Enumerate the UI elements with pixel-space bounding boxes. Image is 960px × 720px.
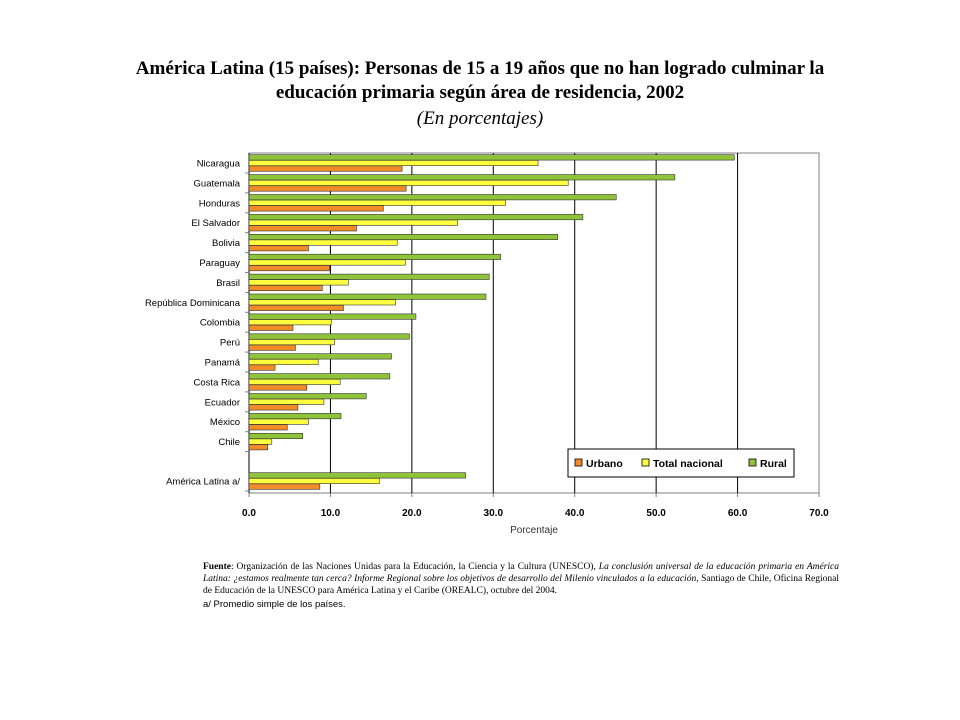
legend-swatch (748, 458, 757, 467)
y-category-label: El Salvador (191, 218, 240, 229)
x-tick-label: 20.0 (402, 508, 422, 519)
y-category-label: Chile (218, 437, 240, 448)
bar-total-nacional (248, 319, 332, 326)
bar-urbano (248, 324, 294, 331)
y-category-label: Brasil (216, 278, 240, 289)
bar-rural (248, 393, 367, 400)
chart-title-line-1: América Latina (15 países): Personas de … (135, 58, 825, 79)
bar-rural (248, 234, 558, 241)
bar-urbano (248, 364, 276, 371)
legend-label: Total nacional (653, 458, 723, 470)
y-category-label: Honduras (199, 198, 240, 209)
y-category-label: Bolivia (212, 238, 241, 249)
bar-urbano (248, 284, 323, 291)
x-tick-label: 10.0 (321, 508, 341, 519)
bar-rural (248, 154, 735, 161)
x-axis-label: Porcentaje (510, 525, 558, 536)
bar-urbano (248, 424, 288, 431)
bar-urbano (248, 185, 407, 192)
bar-total-nacional (248, 279, 349, 286)
bar-rural (248, 353, 392, 360)
y-category-label: República Dominicana (145, 298, 241, 309)
bar-urbano (248, 444, 269, 451)
y-category-label: América Latina a/ (166, 477, 240, 488)
bar-rural (248, 273, 490, 280)
x-tick-label: 30.0 (484, 508, 504, 519)
bar-urbano (248, 205, 384, 212)
bar-total-nacional (248, 339, 335, 346)
y-category-label: Nicaragua (197, 159, 241, 170)
bar-total-nacional (248, 299, 396, 306)
bar-total-nacional (248, 199, 506, 206)
x-tick-label: 70.0 (809, 508, 829, 519)
bar-rural (248, 174, 676, 181)
bar-rural (248, 413, 342, 420)
bar-rural (248, 293, 487, 300)
bar-rural (248, 432, 304, 439)
y-category-label: Paraguay (199, 258, 240, 269)
footnote: a/ Promedio simple de los países. (203, 599, 346, 610)
y-category-label: México (210, 417, 240, 428)
bar-rural (248, 313, 417, 320)
source-suffix: , Santiago de Chile, Oficina Regional de… (203, 574, 839, 596)
bar-rural (248, 214, 584, 221)
bar-urbano (248, 165, 403, 172)
bar-rural (248, 194, 617, 201)
source-note: Fuente: Organización de las Naciones Uni… (203, 561, 839, 597)
y-category-label: Perú (220, 338, 240, 349)
source-title: La conclusión universal de la educación … (203, 562, 839, 584)
bar-total-nacional (248, 438, 273, 445)
bar-rural (248, 472, 466, 479)
bar-total-nacional (248, 418, 309, 425)
bar-total-nacional (248, 239, 398, 246)
bar-urbano (248, 245, 309, 252)
bar-urbano (248, 344, 296, 351)
bar-urbano (248, 225, 357, 232)
y-category-label: Guatemala (194, 178, 241, 189)
source-label: Fuente (203, 562, 231, 572)
x-tick-label: 60.0 (728, 508, 748, 519)
bar-urbano (248, 304, 344, 311)
bar-urbano (248, 404, 299, 411)
bar-total-nacional (248, 259, 406, 266)
y-category-label: Ecuador (205, 397, 240, 408)
bar-total-nacional (248, 398, 325, 405)
source-prefix: : Organización de las Naciones Unidas pa… (230, 562, 599, 572)
bar-rural (248, 373, 391, 380)
bar-total-nacional (248, 160, 539, 167)
y-category-label: Costa Rica (194, 377, 241, 388)
legend-swatch (641, 458, 650, 467)
y-category-label: Panamá (205, 358, 241, 369)
bar-total-nacional (248, 219, 458, 226)
legend-label: Rural (760, 458, 787, 470)
bar-rural (248, 253, 501, 260)
x-tick-label: 50.0 (646, 508, 666, 519)
x-tick-label: 40.0 (565, 508, 585, 519)
chart-subtitle: (En porcentajes) (416, 108, 544, 129)
legend-swatch (574, 458, 583, 467)
y-category-label: Colombia (200, 318, 241, 329)
bar-total-nacional (248, 179, 569, 186)
bar-total-nacional (248, 477, 380, 484)
bar-total-nacional (248, 378, 341, 385)
chart-title-line-2: educación primaria según área de residen… (275, 82, 685, 103)
bar-urbano (248, 483, 321, 490)
bar-urbano (248, 265, 330, 272)
chart-title: América Latina (15 países): Personas de … (60, 57, 900, 105)
bar-total-nacional (248, 358, 319, 365)
legend-label: Urbano (586, 458, 623, 470)
bar-urbano (248, 384, 308, 391)
x-tick-label: 0.0 (242, 508, 256, 519)
bar-rural (248, 333, 410, 340)
